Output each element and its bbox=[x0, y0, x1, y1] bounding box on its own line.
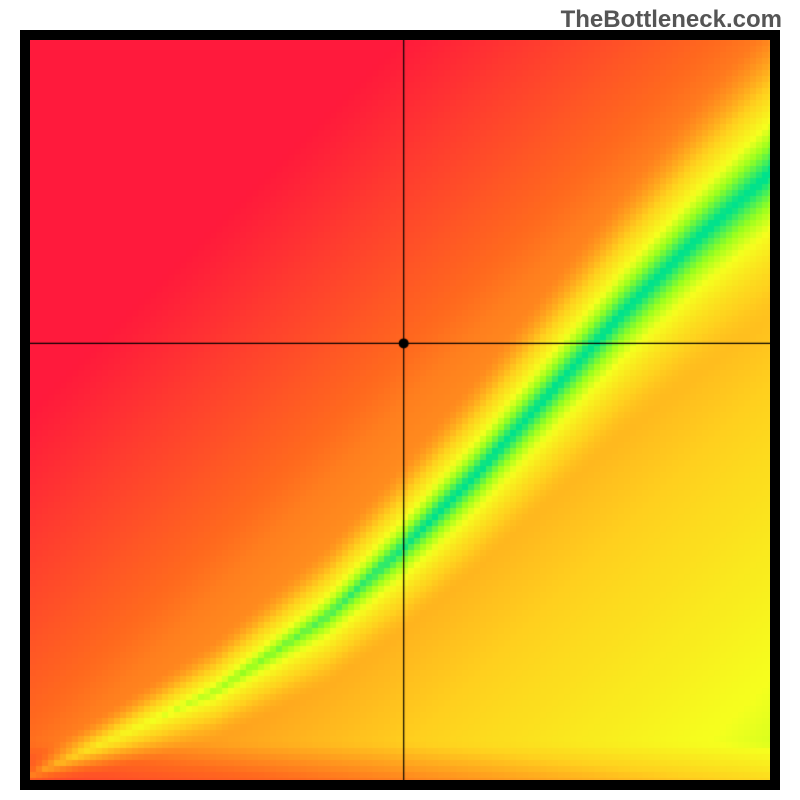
chart-container: TheBottleneck.com bbox=[0, 0, 800, 800]
crosshair-overlay bbox=[30, 40, 770, 780]
plot-frame bbox=[20, 30, 780, 790]
watermark-text: TheBottleneck.com bbox=[561, 6, 782, 34]
